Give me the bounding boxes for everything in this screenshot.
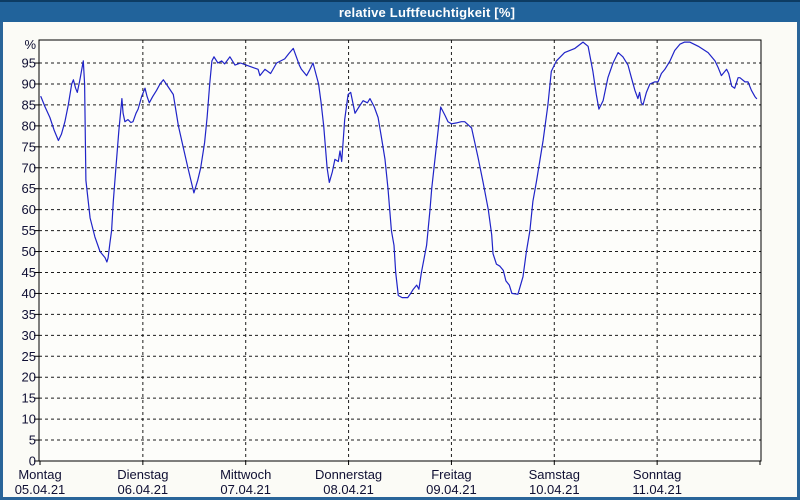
y-tick-label: 40 xyxy=(22,286,36,301)
y-tick-label: 25 xyxy=(22,349,36,364)
y-tick-label: 10 xyxy=(22,412,36,427)
window-border-bottom xyxy=(0,497,800,500)
x-day-label: Donnerstag xyxy=(315,467,382,482)
y-tick-label: 35 xyxy=(22,307,36,322)
y-tick-label: 75 xyxy=(22,139,36,154)
y-tick-label: 70 xyxy=(22,160,36,175)
y-tick-label: 30 xyxy=(22,328,36,343)
y-tick-label: 45 xyxy=(22,265,36,280)
y-tick-label: 65 xyxy=(22,181,36,196)
plot-area xyxy=(39,40,761,461)
x-date-label: 11.04.21 xyxy=(632,482,682,497)
y-tick-label: 80 xyxy=(22,118,36,133)
y-tick-label: 95 xyxy=(22,56,36,71)
x-date-label: 05.04.21 xyxy=(15,482,66,497)
x-day-label: Montag xyxy=(18,467,61,482)
gridlines xyxy=(39,40,761,461)
y-tick-label: 0 xyxy=(29,454,36,469)
y-tick-label: 5 xyxy=(29,433,36,448)
x-day-label: Freitag xyxy=(431,467,471,482)
x-day-label: Dienstag xyxy=(117,467,168,482)
x-date-label: 06.04.21 xyxy=(118,482,169,497)
y-tick-label: 90 xyxy=(22,76,36,91)
y-tick-label: 20 xyxy=(22,370,36,385)
x-day-label: Mittwoch xyxy=(220,467,271,482)
x-day-label: Samstag xyxy=(529,467,580,482)
y-tick-label: 15 xyxy=(22,391,36,406)
humidity-series-line xyxy=(40,41,758,299)
y-axis-labels: 0 5 10 15 20 25 30 35 40 45 50 55 60 65 70 75 80 85 90 95% xyxy=(22,37,37,469)
y-tick-label: 85 xyxy=(22,97,36,112)
window-title: relative Luftfeuchtigkeit [%] xyxy=(338,4,516,20)
window-border-right xyxy=(797,22,800,500)
humidity-line-chart: 0 5 10 15 20 25 30 35 40 45 50 55 60 65 70 75 80 85 90 95% M… xyxy=(15,37,762,497)
window-border-left xyxy=(0,22,3,500)
x-date-label: 10.04.21 xyxy=(529,482,580,497)
x-date-label: 07.04.21 xyxy=(220,482,271,497)
x-date-label: 09.04.21 xyxy=(426,482,477,497)
y-tick-label: 50 xyxy=(22,244,36,259)
x-day-label: Sonntag xyxy=(633,467,681,482)
x-date-label: 08.04.21 xyxy=(323,482,374,497)
axis-ticks xyxy=(34,62,761,465)
plot-border xyxy=(38,39,762,462)
y-tick-label: 60 xyxy=(22,202,36,217)
y-tick-label: 55 xyxy=(22,223,36,238)
y-axis-unit-label: % xyxy=(24,37,36,52)
window-titlebar: relative Luftfeuchtigkeit [%] xyxy=(0,0,800,22)
